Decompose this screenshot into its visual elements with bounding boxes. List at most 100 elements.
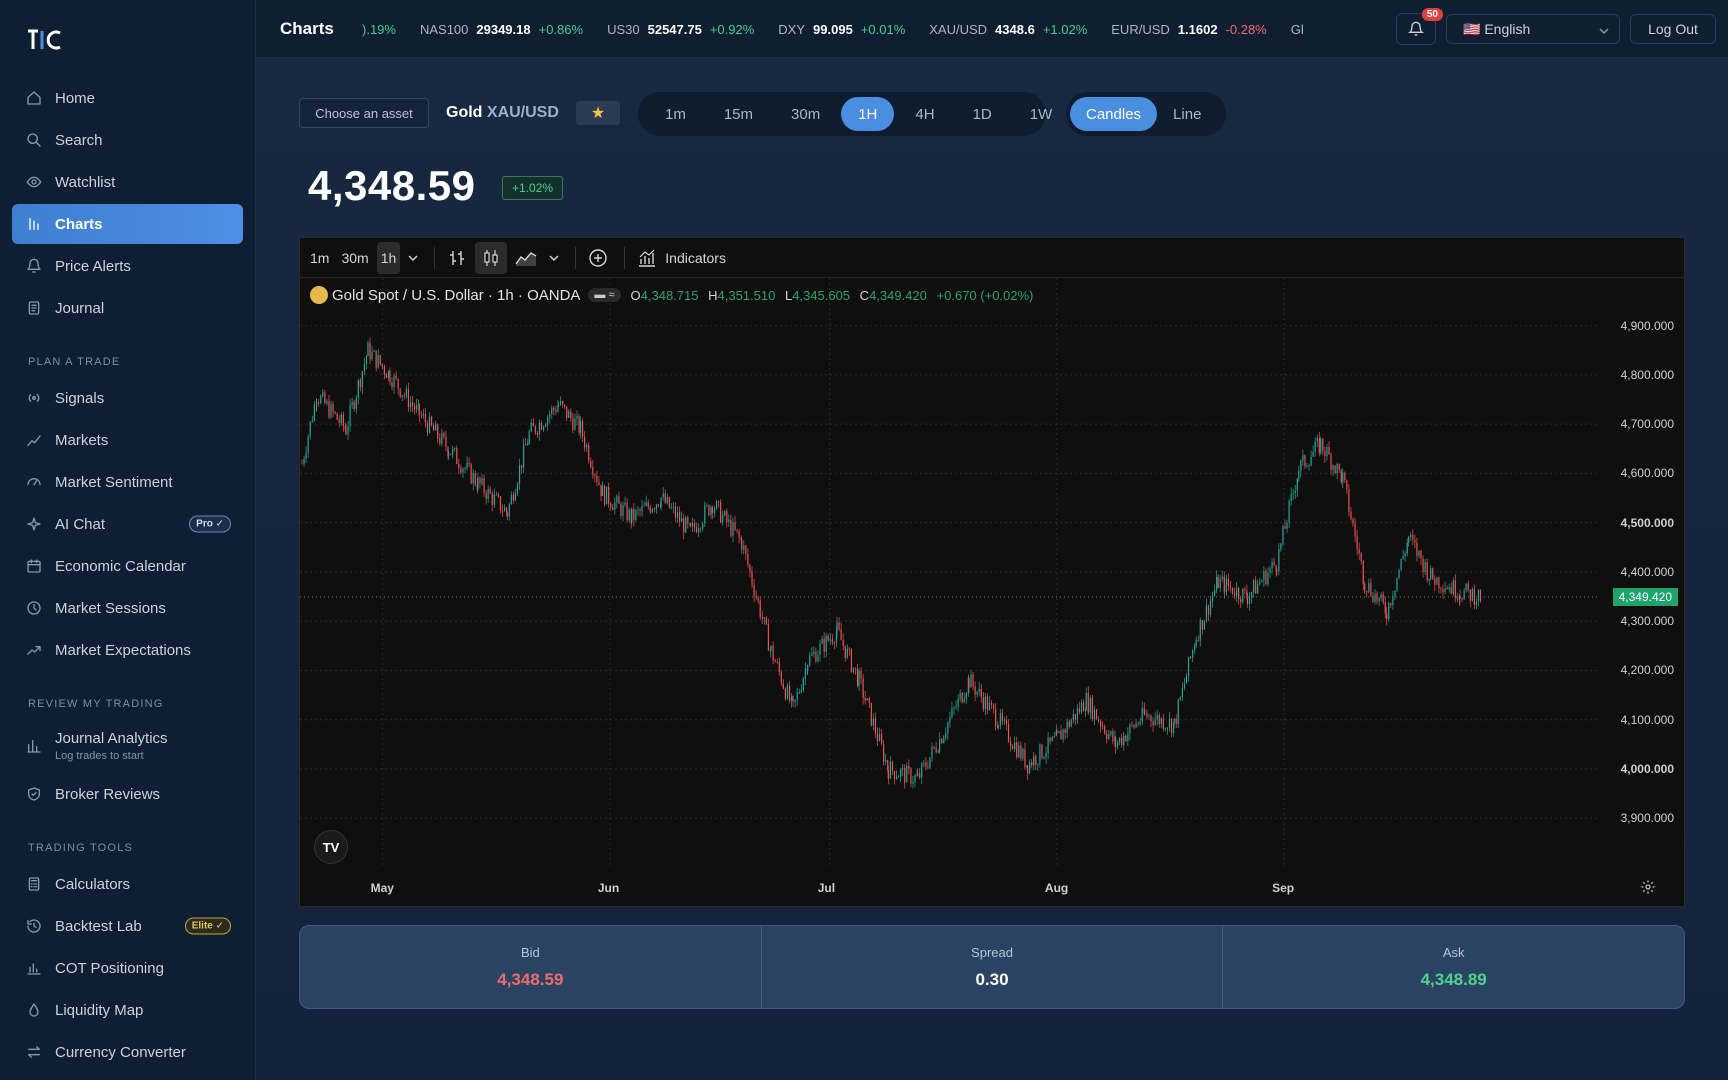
ticker-item[interactable]: ).19%: [362, 22, 396, 37]
sidebar-item-watchlist[interactable]: Watchlist: [12, 162, 243, 202]
logout-button[interactable]: Log Out: [1630, 14, 1716, 44]
sidebar-item-backtest-lab[interactable]: Backtest Lab Elite ✓: [12, 906, 243, 946]
sidebar-item-search[interactable]: Search: [12, 120, 243, 160]
sidebar-item-broker-reviews[interactable]: Broker Reviews: [12, 774, 243, 814]
sidebar-item-charts[interactable]: Charts: [12, 204, 243, 244]
sidebar-item-market-sentiment[interactable]: Market Sentiment: [12, 462, 243, 502]
sidebar-item-cot-positioning[interactable]: COT Positioning: [12, 948, 243, 988]
style-dropdown-button[interactable]: [545, 242, 563, 274]
bar-style-button[interactable]: [443, 242, 471, 274]
sidebar-item-currency-converter[interactable]: Currency Converter: [12, 1032, 243, 1072]
sidebar-item-economic-calendar[interactable]: Economic Calendar: [12, 546, 243, 586]
chart-icon: [29, 218, 39, 230]
candle-body: [1350, 511, 1352, 520]
timeframe-1h[interactable]: 1H: [841, 97, 895, 131]
candle-body: [919, 773, 921, 778]
timeframe-4h[interactable]: 4H: [915, 105, 935, 123]
ticker-change: +1.02%: [1042, 21, 1088, 37]
timeframe-1w[interactable]: 1W: [1029, 105, 1053, 123]
chart-icon-wrap: [26, 216, 42, 232]
timeframe-15m[interactable]: 15m: [723, 105, 754, 123]
candle-body: [1173, 718, 1175, 723]
sidebar-item-label: Journal: [55, 299, 105, 317]
candle-body: [301, 463, 303, 465]
candle-body: [538, 422, 541, 435]
sidebar-item-market-sessions[interactable]: Market Sessions: [12, 588, 243, 628]
ticker-item[interactable]: DXY 99.095 +0.01%: [778, 22, 905, 37]
sidebar-item-signals[interactable]: Signals: [12, 378, 243, 418]
toolbar-divider: [434, 246, 436, 269]
legend-toggle-icon[interactable]: ▬ ≈: [588, 288, 621, 302]
candle-body: [931, 746, 933, 758]
sidebar-item-journal-analytics[interactable]: Journal Analytics Log trades to start: [12, 720, 243, 772]
candle-body: [1112, 731, 1114, 742]
tradingview-logo-icon[interactable]: TV: [314, 830, 348, 864]
candle-body: [1326, 446, 1328, 457]
sidebar-item-market-expectations[interactable]: Market Expectations: [12, 630, 243, 670]
sidebar-item-price-alerts[interactable]: Price Alerts: [12, 246, 243, 286]
sidebar-item-journal[interactable]: Journal: [12, 288, 243, 328]
candle-body: [906, 765, 908, 783]
brand-logo[interactable]: [28, 28, 62, 52]
candle-body: [326, 401, 328, 404]
candle-body: [912, 781, 914, 784]
ticker-item[interactable]: Gl: [1291, 22, 1312, 37]
compare-button[interactable]: [584, 242, 612, 274]
mode-candles[interactable]: Candles: [1070, 97, 1158, 131]
candle-body: [672, 506, 675, 508]
candle-body: [1418, 550, 1420, 556]
close-value: 4,349.420: [869, 287, 927, 303]
sidebar-item-ai-chat[interactable]: AI Chat Pro ✓: [12, 504, 243, 544]
candle-body: [387, 370, 390, 379]
sidebar-item-liquidity-map[interactable]: Liquidity Map: [12, 990, 243, 1030]
ticker-item[interactable]: US30 52547.75 +0.92%: [607, 22, 754, 37]
interval-30m[interactable]: 30m: [341, 249, 369, 266]
candle-body: [1166, 727, 1169, 729]
sidebar-item-home[interactable]: Home: [12, 78, 243, 118]
choose-asset-button[interactable]: Choose an asset: [299, 98, 429, 128]
favorite-star-button[interactable]: ★: [576, 101, 620, 125]
price-chart[interactable]: 1m 30m 1h Indicators Gold Spot / U.S. Doll: [299, 237, 1685, 907]
timeframe-1d[interactable]: 1D: [972, 105, 992, 123]
sidebar-item-markets[interactable]: Markets: [12, 420, 243, 460]
candle-body: [1416, 542, 1418, 556]
ticker-item[interactable]: NAS100 29349.18 +0.86%: [420, 22, 583, 37]
candle-body: [1273, 561, 1275, 566]
candle-body: [1346, 480, 1348, 490]
candle-body: [1093, 709, 1096, 720]
chart-plot-area[interactable]: [300, 278, 1684, 906]
candle-body: [464, 468, 466, 470]
candle-body: [1189, 656, 1192, 658]
timeframe-30m[interactable]: 30m: [791, 105, 821, 123]
eye-icon: [26, 176, 42, 188]
candle-body: [852, 667, 855, 672]
candle-body: [649, 507, 651, 513]
candle-body: [770, 645, 772, 650]
candle-body: [633, 508, 635, 521]
indicators-button[interactable]: Indicators: [633, 242, 730, 274]
chart-settings-button[interactable]: [1640, 879, 1656, 900]
bars-icon: [27, 963, 41, 975]
interval-1h[interactable]: 1h: [376, 241, 401, 274]
candle-body: [902, 767, 904, 770]
candle-body: [430, 416, 433, 426]
ticker-item[interactable]: EUR/USD 1.1602 -0.28%: [1111, 22, 1266, 37]
sidebar-item-calculators[interactable]: Calculators: [12, 864, 243, 904]
candle-body: [833, 642, 835, 644]
candle-body: [753, 584, 755, 596]
language-select[interactable]: 🇺🇸 English: [1446, 14, 1620, 44]
interval-1m[interactable]: 1m: [310, 249, 330, 266]
interval-dropdown-button[interactable]: [404, 242, 422, 274]
area-style-button[interactable]: [511, 242, 541, 274]
candle-style-button[interactable]: [475, 241, 508, 274]
ticker-item[interactable]: XAU/USD 4348.6 +1.02%: [929, 22, 1087, 37]
candle-body: [620, 503, 622, 516]
candle-body: [856, 668, 859, 686]
candle-body: [460, 468, 462, 473]
ticker-symbol: US30: [607, 21, 640, 37]
mode-line[interactable]: Line: [1173, 105, 1202, 123]
notifications-button[interactable]: 50: [1396, 8, 1443, 45]
timeframe-1m[interactable]: 1m: [665, 105, 686, 123]
candle-body: [734, 522, 736, 530]
candle-body: [1068, 721, 1070, 727]
